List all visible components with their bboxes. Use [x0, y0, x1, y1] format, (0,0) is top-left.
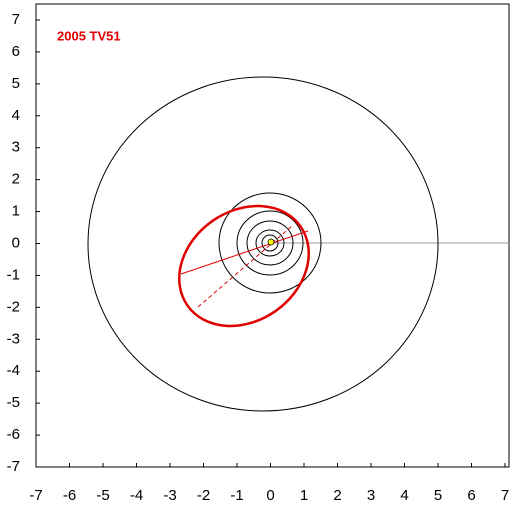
apsides-line	[180, 230, 309, 275]
x-tick-label: 2	[333, 487, 341, 504]
x-tick-label: 3	[367, 487, 375, 504]
y-tick-label: -5	[7, 394, 20, 411]
y-tick-label: 3	[12, 139, 20, 156]
y-tick-label: 7	[12, 11, 20, 28]
planet-orbit	[255, 229, 285, 257]
x-tick-label: -5	[96, 487, 109, 504]
x-tick-label: -3	[163, 487, 176, 504]
planet-orbit	[218, 192, 322, 294]
x-tick-label: -6	[63, 487, 76, 504]
y-tick-label: 5	[12, 75, 20, 92]
x-tick-label: -7	[29, 487, 42, 504]
y-tick-label: 4	[12, 107, 20, 124]
planet-orbit	[261, 234, 279, 252]
x-tick-label: -1	[230, 487, 243, 504]
x-tick-label: -2	[197, 487, 210, 504]
y-tick-label: -1	[7, 266, 20, 283]
chart-title: 2005 TV51	[57, 28, 121, 43]
y-tick-label: -4	[7, 362, 20, 379]
x-tick-label: 1	[300, 487, 308, 504]
planet-orbit	[236, 210, 304, 276]
x-tick-label: 7	[501, 487, 509, 504]
x-tick-label: 5	[434, 487, 442, 504]
object-orbit	[178, 204, 310, 328]
y-tick-label: -2	[7, 298, 20, 315]
sun	[267, 238, 275, 246]
x-tick-label: 0	[266, 487, 274, 504]
y-tick-label: -6	[7, 426, 20, 443]
plot-frame	[35, 3, 510, 468]
y-tick-label: 6	[12, 43, 20, 60]
x-tick-label: -4	[130, 487, 143, 504]
y-tick-label: -7	[7, 458, 20, 475]
y-tick-label: 0	[12, 234, 20, 251]
y-tick-label: 1	[12, 203, 20, 220]
x-tick-label: 6	[467, 487, 475, 504]
x-tick-label: 4	[400, 487, 408, 504]
y-tick-label: -3	[7, 330, 20, 347]
planet-orbit	[246, 220, 294, 266]
y-tick-label: 2	[12, 171, 20, 188]
outer-planet-orbit	[87, 76, 439, 412]
